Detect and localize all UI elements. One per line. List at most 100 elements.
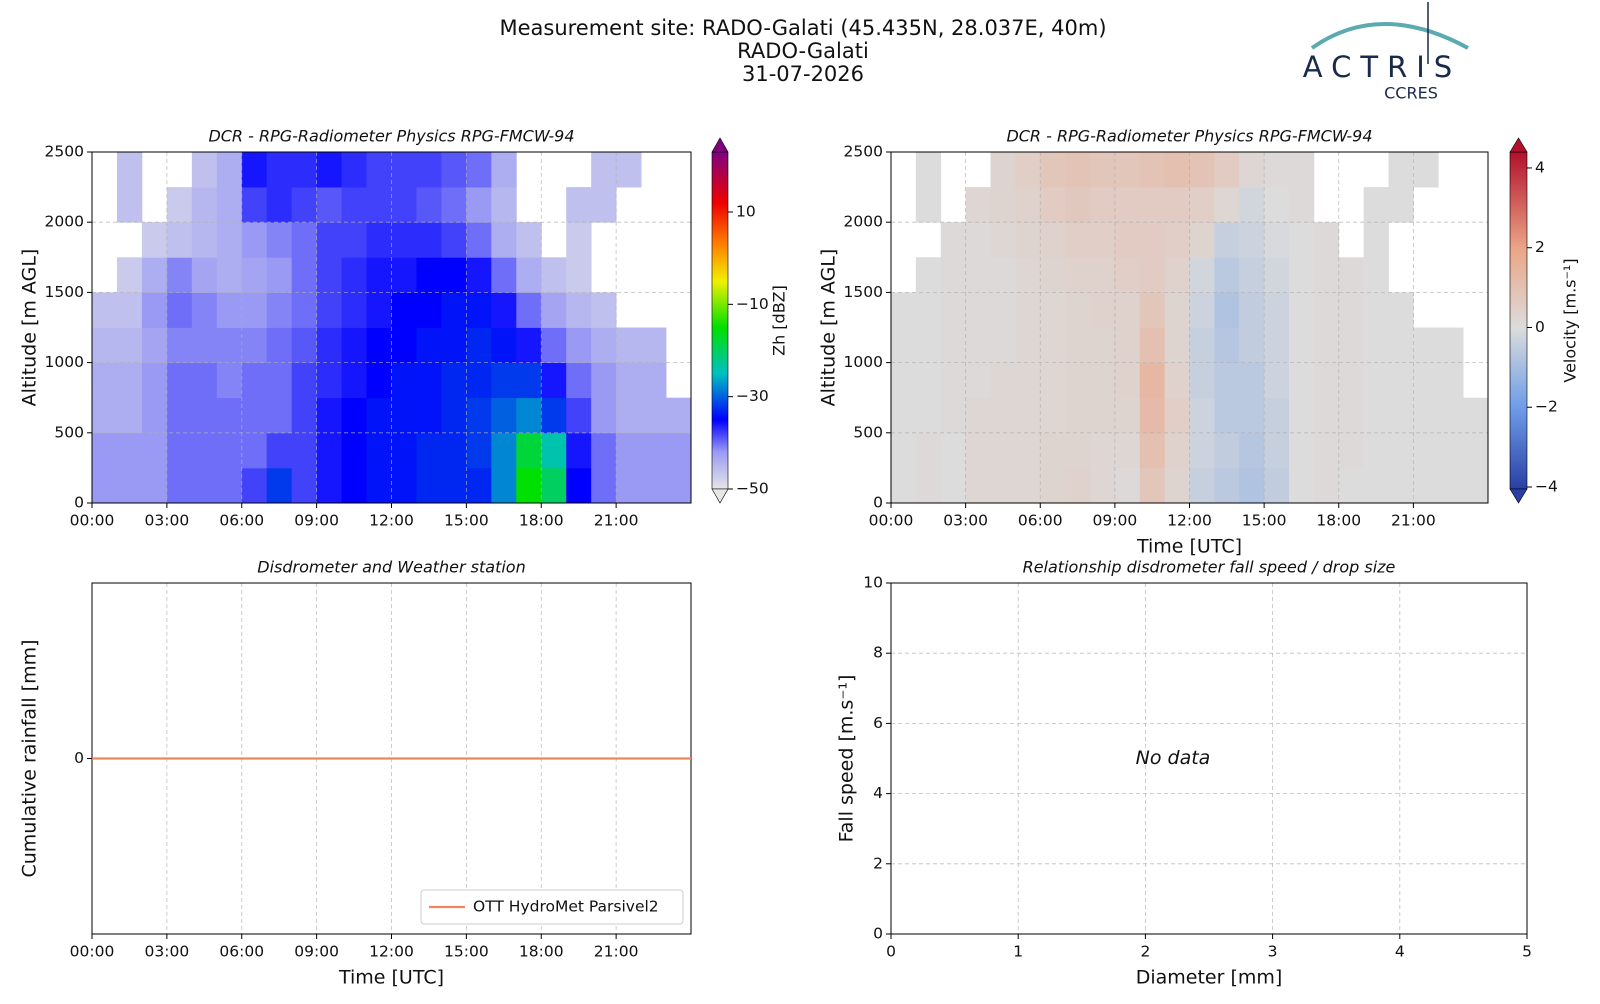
heat-cell [1164, 432, 1190, 469]
heat-cell [466, 152, 492, 188]
y-tick-label: 10 [863, 574, 883, 592]
heat-cell [1264, 467, 1290, 504]
heat-cell [641, 362, 667, 399]
colorbar-extend [1509, 488, 1528, 504]
colorbar-extend [1509, 137, 1528, 153]
heat-cell [441, 467, 467, 504]
heat-cell [1114, 397, 1141, 434]
heat-cell [915, 292, 942, 328]
heat-cell [291, 397, 318, 434]
heat-cell [116, 257, 143, 293]
heat-cell [915, 327, 942, 363]
x-tick-label: 09:00 [294, 512, 339, 530]
heat-cell [1363, 362, 1389, 399]
heat-cell [940, 292, 967, 328]
colorbar-tick-label: −30 [736, 387, 769, 405]
heat-cell [116, 187, 143, 223]
heat-cell [416, 467, 442, 504]
heat-cell [1438, 432, 1464, 469]
heat-cell [1413, 432, 1439, 469]
heat-cell [1189, 187, 1215, 223]
heat-cell [641, 397, 667, 434]
heat-cell [1239, 187, 1265, 223]
heat-cell [616, 467, 642, 504]
heat-cell [1114, 432, 1141, 469]
heat-cell [416, 222, 442, 258]
heat-cell [391, 152, 417, 188]
heat-cell [1189, 152, 1215, 188]
heat-cell [241, 397, 268, 434]
heat-cell [965, 397, 991, 434]
heat-cell [1015, 187, 1041, 223]
heat-cell [516, 257, 542, 293]
x-tick-label: 18:00 [519, 943, 564, 961]
heat-cell [1264, 187, 1290, 223]
x-tick-label: 06:00 [219, 512, 264, 530]
heat-cell [416, 187, 442, 223]
heat-cell [1363, 397, 1389, 434]
heat-cell [1264, 292, 1290, 328]
heat-cell [291, 222, 318, 258]
heat-cell [1313, 467, 1340, 504]
heat-cell [616, 362, 642, 399]
x-tick-label: 09:00 [294, 943, 339, 961]
heat-cell [1363, 222, 1389, 258]
heat-cell [92, 362, 118, 399]
heat-cell [1264, 152, 1290, 188]
y-tick-label: 8 [873, 644, 883, 662]
heat-cell [1015, 397, 1041, 434]
heat-cell [1313, 327, 1340, 363]
heat-cell [1388, 397, 1414, 434]
heat-cell [466, 327, 492, 363]
heat-cell [166, 257, 193, 293]
heat-cell [441, 222, 467, 258]
heat-cell [141, 222, 168, 258]
heat-cell [990, 327, 1016, 363]
y-axis-label: Altitude [m AGL] [818, 249, 840, 407]
heat-cell [1040, 362, 1066, 399]
heat-cell [1189, 362, 1215, 399]
heat-cell [1388, 292, 1414, 328]
heat-cell [466, 292, 492, 328]
heat-cell [241, 152, 268, 188]
heat-cell [566, 362, 592, 399]
heat-cell [965, 327, 991, 363]
x-tick-label: 12:00 [369, 512, 414, 530]
heat-cell [341, 432, 367, 469]
heat-cell [1214, 397, 1240, 434]
heat-cell [1090, 222, 1116, 258]
heat-cell [1139, 222, 1166, 258]
heat-cell [141, 257, 168, 293]
heat-cell [1313, 362, 1340, 399]
legend-label: OTT HydroMet Parsivel2 [473, 898, 659, 916]
heat-cell [1040, 467, 1066, 504]
heat-cell [1413, 397, 1439, 434]
heat-cell [541, 327, 567, 363]
heat-cell [216, 362, 243, 399]
y-tick-label: 500 [54, 423, 84, 441]
heat-cell [491, 222, 517, 258]
heat-cell [1114, 187, 1141, 223]
heat-cell [341, 327, 367, 363]
heat-cell [1214, 292, 1240, 328]
heat-cell [891, 432, 917, 469]
heat-cell [1239, 432, 1265, 469]
heat-cell [141, 362, 168, 399]
heat-cell [241, 187, 268, 223]
colorbar-tick-label: −50 [736, 480, 769, 498]
heat-cell [141, 292, 168, 328]
heat-cell [1139, 467, 1166, 504]
heat-cell [1239, 327, 1265, 363]
heat-cell [641, 432, 667, 469]
heat-cell [1289, 222, 1315, 258]
colorbar [711, 151, 729, 490]
heat-cell [1139, 327, 1166, 363]
x-tick-label: 03:00 [145, 512, 190, 530]
heat-cell [891, 397, 917, 434]
heat-cell [1114, 152, 1141, 188]
heat-cell [990, 432, 1016, 469]
heat-cell [391, 432, 417, 469]
heat-cell [1214, 152, 1240, 188]
heat-cell [391, 257, 417, 293]
header-date: 31-07-2026 [742, 62, 864, 86]
